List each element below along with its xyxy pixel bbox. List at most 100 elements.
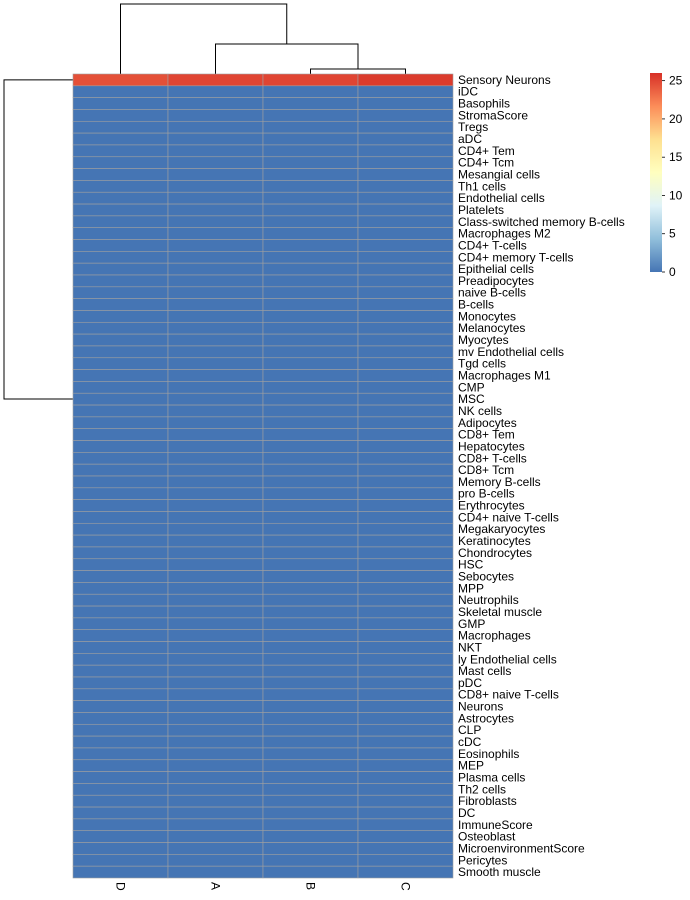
heatmap-cell	[72, 404, 169, 418]
heatmap-cell	[357, 783, 454, 796]
heatmap-cell	[167, 239, 264, 252]
heatmap-cell	[167, 120, 264, 134]
heatmap-cell	[262, 168, 359, 181]
heatmap-cell	[72, 416, 169, 430]
row-label: Pericytes	[458, 853, 507, 867]
heatmap-cell	[262, 286, 359, 299]
heatmap-cell	[167, 475, 264, 489]
row-label: Keratinocytes	[458, 534, 531, 548]
heatmap-cell	[357, 416, 454, 430]
heatmap-cell	[167, 168, 264, 181]
heatmap-cell	[357, 747, 454, 761]
heatmap-cell	[357, 511, 454, 524]
heatmap-cell	[167, 511, 264, 524]
heatmap-cell	[357, 854, 454, 867]
heatmap-cell	[262, 227, 359, 240]
row-label: MPP	[458, 581, 484, 595]
heatmap-cell	[72, 534, 169, 548]
heatmap-cell	[262, 262, 359, 276]
heatmap-cell	[167, 452, 264, 465]
heatmap-cell	[262, 617, 359, 631]
heatmap-cell	[262, 747, 359, 761]
heatmap-cell	[262, 676, 359, 690]
row-label: CD4+ Tem	[458, 144, 515, 158]
heatmap-cell	[262, 191, 359, 205]
heatmap-cell	[167, 156, 264, 169]
heatmap-cell	[72, 771, 169, 784]
heatmap-cell	[167, 771, 264, 784]
heatmap-cell	[357, 97, 454, 110]
heatmap-cell	[72, 191, 169, 205]
heatmap-cell	[72, 180, 169, 193]
heatmap-cell	[72, 144, 169, 158]
row-label: Preadipocytes	[458, 274, 534, 288]
heatmap-cell	[357, 227, 454, 240]
heatmap-cell	[167, 735, 264, 749]
heatmap-cell	[167, 676, 264, 690]
dendrogram-branch	[3, 79, 73, 400]
heatmap-cell	[357, 842, 454, 855]
heatmap-cell	[72, 392, 169, 406]
heatmap-cell	[357, 499, 454, 512]
row-label: Sensory Neurons	[458, 73, 551, 87]
heatmap-cell	[262, 274, 359, 288]
heatmap-cell	[262, 428, 359, 441]
heatmap-cell	[262, 416, 359, 430]
heatmap-cell	[167, 428, 264, 441]
heatmap-cell	[167, 617, 264, 631]
heatmap-cell	[357, 274, 454, 288]
heatmap-cell	[167, 381, 264, 394]
heatmap-cell	[357, 712, 454, 725]
heatmap-cell	[357, 546, 454, 560]
row-label: Melanocytes	[458, 321, 525, 335]
heatmap-cell	[72, 605, 169, 619]
heatmap-cell	[262, 641, 359, 654]
heatmap-cell	[167, 191, 264, 205]
row-label: Mast cells	[458, 664, 511, 678]
row-label: Skeletal muscle	[458, 605, 542, 619]
heatmap-cell	[167, 487, 264, 500]
heatmap-cell	[262, 629, 359, 642]
row-label: Smooth muscle	[458, 865, 541, 879]
heatmap-cell	[357, 534, 454, 548]
heatmap-cell	[72, 97, 169, 110]
row-label: Astrocytes	[458, 711, 514, 725]
heatmap-cell	[357, 735, 454, 749]
heatmap-cell	[262, 582, 359, 595]
heatmap-cell	[357, 605, 454, 619]
heatmap-cell	[72, 73, 169, 87]
row-label: Erythrocytes	[458, 499, 525, 513]
legend-color-bar	[650, 73, 662, 272]
heatmap-cell	[357, 333, 454, 347]
heatmap-cell	[167, 262, 264, 276]
heatmap-cell	[72, 452, 169, 465]
heatmap-cell	[72, 712, 169, 725]
heatmap-cell	[357, 404, 454, 418]
heatmap-cell	[357, 321, 454, 335]
heatmap-cell	[72, 120, 169, 134]
heatmap-cell	[262, 369, 359, 382]
heatmap-cell	[357, 168, 454, 181]
heatmap-cell	[167, 416, 264, 430]
heatmap-cell	[357, 215, 454, 229]
heatmap-cell	[72, 676, 169, 690]
heatmap-cell	[72, 357, 169, 370]
heatmap-cell	[262, 783, 359, 796]
heatmap-cell	[262, 830, 359, 843]
heatmap-cell	[357, 428, 454, 441]
row-label: Sebocytes	[458, 570, 514, 584]
heatmap-cell	[72, 865, 169, 879]
heatmap-cell	[262, 215, 359, 229]
row-label: ImmuneScore	[458, 818, 533, 832]
heatmap-cell	[357, 653, 454, 666]
heatmap-cells	[72, 73, 454, 879]
heatmap-cell	[167, 582, 264, 595]
heatmap-cell	[72, 310, 169, 323]
heatmap-cell	[72, 818, 169, 832]
row-label: Th1 cells	[458, 179, 506, 193]
heatmap-cell	[262, 109, 359, 122]
heatmap-cell	[357, 806, 454, 820]
heatmap-cell	[72, 298, 169, 311]
row-label: Chondrocytes	[458, 546, 532, 560]
dendrogram-branch	[310, 68, 406, 74]
